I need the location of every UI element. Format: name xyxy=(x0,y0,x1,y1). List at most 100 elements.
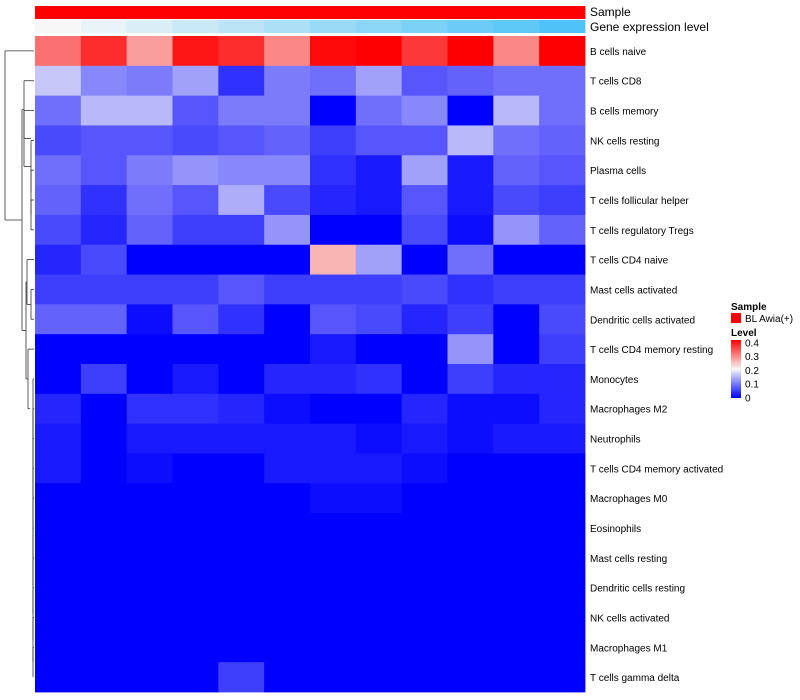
heatmap-cell xyxy=(80,632,128,663)
heatmap-cell xyxy=(493,244,540,275)
heatmap-cell xyxy=(447,542,494,574)
heatmap-cell xyxy=(126,244,173,275)
legend-sample-swatch xyxy=(731,313,741,323)
row-label: B cells naive xyxy=(590,47,647,58)
legend-sample-title: Sample xyxy=(731,302,767,313)
heatmap-cell xyxy=(35,185,82,216)
heatmap-cell xyxy=(493,334,540,365)
heatmap-cell xyxy=(35,65,82,97)
heatmap-cell xyxy=(310,334,357,365)
row-label: B cells memory xyxy=(590,107,658,118)
heatmap-cell xyxy=(401,125,448,156)
heatmap-cell xyxy=(126,334,173,365)
heatmap-cell xyxy=(493,542,540,574)
heatmap-cell xyxy=(401,542,448,574)
row-labels: B cells naive T cells CD8 B cells memory NK… xyxy=(590,47,723,684)
heatmap-cell xyxy=(310,304,357,335)
heatmap-cell xyxy=(172,602,219,633)
heatmap-cell xyxy=(218,65,265,97)
heatmap-cell xyxy=(80,602,128,633)
annotation-sample-cell xyxy=(80,6,128,19)
heatmap-cell xyxy=(264,423,311,454)
heatmap-cell xyxy=(447,453,494,484)
heatmap-cell xyxy=(539,274,586,305)
annotation-sample-cell xyxy=(447,6,494,19)
annotation-sample-cell xyxy=(355,6,403,19)
heatmap-cell xyxy=(539,453,586,484)
heatmap-cell xyxy=(310,214,357,246)
heatmap-cell xyxy=(35,393,82,425)
annotation-gene-level-cell xyxy=(493,20,540,33)
heatmap-cell xyxy=(539,304,586,335)
heatmap-cell xyxy=(310,155,357,186)
heatmap-cell xyxy=(35,513,82,544)
heatmap-cell xyxy=(401,662,448,693)
heatmap-cell xyxy=(493,483,540,514)
heatmap-cell xyxy=(310,364,357,395)
heatmap-cell xyxy=(355,572,403,603)
heatmap-cell xyxy=(264,36,311,67)
heatmap-cell xyxy=(401,602,448,633)
heatmap-cell xyxy=(172,572,219,603)
annotation-gene-level-cell xyxy=(355,20,403,33)
heatmap-cell xyxy=(80,244,128,275)
heatmap-cell xyxy=(310,65,357,97)
heatmap-cell xyxy=(539,513,586,544)
heatmap-cell xyxy=(401,334,448,365)
heatmap-cell xyxy=(172,214,219,246)
row-label: Monocytes xyxy=(590,375,638,386)
heatmap-cell xyxy=(218,393,265,425)
heatmap-cell xyxy=(80,483,128,514)
heatmap-cell xyxy=(35,483,82,514)
heatmap-cell xyxy=(264,185,311,216)
heatmap-cell xyxy=(355,423,403,454)
heatmap-cell xyxy=(310,36,357,67)
heatmap-cell xyxy=(218,155,265,186)
heatmap-cell xyxy=(126,393,173,425)
row-label: Plasma cells xyxy=(590,166,646,177)
heatmap-cell xyxy=(172,513,219,544)
heatmap-cell xyxy=(126,185,173,216)
heatmap-cell xyxy=(264,155,311,186)
heatmap-cell xyxy=(218,572,265,603)
heatmap-cell xyxy=(539,214,586,246)
heatmap-cell xyxy=(539,662,586,693)
heatmap-cell xyxy=(172,364,219,395)
heatmap-cell xyxy=(355,304,403,335)
heatmap-cell xyxy=(493,36,540,67)
heatmap-cell xyxy=(172,304,219,335)
heatmap-cell xyxy=(264,274,311,305)
heatmap-cell xyxy=(126,95,173,126)
heatmap-cell xyxy=(264,364,311,395)
heatmap-cell xyxy=(172,95,219,126)
heatmap-cell xyxy=(401,185,448,216)
legend-level-tick: 0.2 xyxy=(745,366,759,377)
heatmap-cell xyxy=(310,572,357,603)
heatmap-cell xyxy=(35,274,82,305)
heatmap-cell xyxy=(264,244,311,275)
heatmap-cell xyxy=(218,602,265,633)
heatmap-cell xyxy=(355,125,403,156)
heatmap-cell xyxy=(310,602,357,633)
heatmap-cell xyxy=(126,513,173,544)
heatmap-cell xyxy=(126,125,173,156)
heatmap-cell xyxy=(401,483,448,514)
heatmap-cell xyxy=(80,125,128,156)
heatmap-cell xyxy=(35,244,82,275)
heatmap-cell xyxy=(355,662,403,693)
heatmap-cell xyxy=(401,364,448,395)
heatmap-cell xyxy=(493,274,540,305)
heatmap-cell xyxy=(493,572,540,603)
heatmap-cell xyxy=(355,95,403,126)
heatmap-cell xyxy=(310,453,357,484)
heatmap-cell xyxy=(35,125,82,156)
annotation-label-gene-expression: Gene expression level xyxy=(590,20,709,34)
heatmap-cell xyxy=(172,274,219,305)
heatmap-cell xyxy=(401,36,448,67)
heatmap-cell xyxy=(447,364,494,395)
heatmap-cell xyxy=(35,334,82,365)
heatmap-cell xyxy=(447,125,494,156)
heatmap-cell xyxy=(447,393,494,425)
heatmap-cell xyxy=(355,364,403,395)
heatmap-cell xyxy=(218,364,265,395)
